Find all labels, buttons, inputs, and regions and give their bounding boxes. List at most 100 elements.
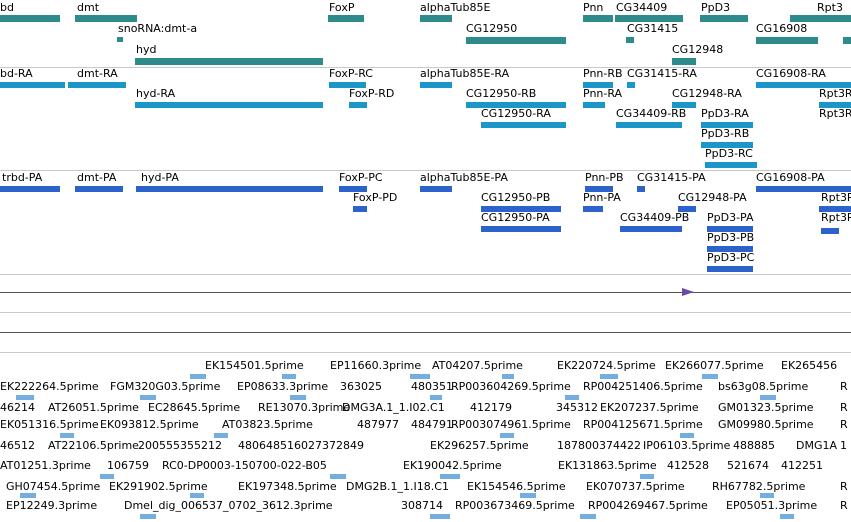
gene-feature[interactable] — [583, 15, 613, 22]
est-feature[interactable] — [290, 395, 306, 400]
transcript-label: FoxP-RD — [349, 87, 395, 100]
transcript-feature[interactable] — [466, 102, 566, 108]
gene-feature[interactable] — [135, 58, 323, 65]
protein-feature[interactable] — [0, 186, 60, 192]
protein-label: CG12950-PB — [481, 191, 551, 204]
protein-label: PpD3-PC — [707, 251, 755, 264]
transcript-feature[interactable] — [420, 82, 452, 88]
gene-label: Rpt3 — [817, 1, 843, 14]
est-feature[interactable] — [502, 374, 514, 379]
est-feature[interactable] — [190, 493, 204, 498]
est-label: EK222264.5prime — [0, 380, 99, 393]
protein-feature[interactable] — [481, 226, 561, 232]
est-feature[interactable] — [16, 395, 34, 400]
protein-feature[interactable] — [481, 206, 561, 212]
gene-feature[interactable] — [328, 15, 364, 22]
est-label: RP004269467.5prime — [588, 499, 708, 512]
est-feature[interactable] — [600, 374, 618, 379]
est-feature[interactable] — [140, 395, 156, 400]
transcript-feature[interactable] — [135, 102, 323, 108]
gene-feature[interactable] — [700, 15, 748, 22]
protein-feature[interactable] — [585, 186, 613, 192]
protein-label: Rpt3P — [821, 211, 851, 224]
transcript-feature[interactable] — [672, 102, 696, 108]
gene-feature[interactable] — [790, 15, 851, 22]
protein-feature[interactable] — [707, 246, 753, 252]
est-feature[interactable] — [20, 493, 36, 498]
est-label: 308714 — [401, 499, 443, 512]
transcript-feature[interactable] — [627, 82, 635, 88]
transcript-feature[interactable] — [481, 122, 566, 128]
est-feature[interactable] — [410, 374, 430, 379]
protein-label: PpD3-PB — [707, 231, 755, 244]
protein-feature[interactable] — [707, 266, 753, 272]
protein-feature[interactable] — [339, 186, 367, 192]
gene-feature[interactable] — [615, 15, 683, 22]
transcript-feature[interactable] — [705, 162, 757, 168]
gene-feature[interactable] — [0, 15, 60, 22]
transcript-label: dmt-RA — [77, 67, 118, 80]
est-label: RP004251406.5prime — [583, 380, 703, 393]
protein-feature[interactable] — [353, 206, 367, 212]
transcript-feature[interactable] — [701, 142, 753, 148]
transcript-feature[interactable] — [349, 102, 367, 108]
est-feature[interactable] — [60, 433, 74, 438]
protein-feature[interactable] — [796, 186, 851, 192]
transcript-feature[interactable] — [790, 82, 851, 88]
protein-label: CG31415-PA — [637, 171, 706, 184]
gene-feature[interactable] — [117, 37, 123, 42]
protein-feature[interactable] — [420, 186, 452, 192]
est-feature[interactable] — [580, 514, 596, 519]
est-feature[interactable] — [282, 374, 296, 379]
est-feature[interactable] — [680, 433, 694, 438]
est-feature[interactable] — [520, 493, 536, 498]
feature-arrow-icon[interactable] — [682, 288, 694, 296]
protein-feature[interactable] — [583, 206, 603, 212]
protein-feature[interactable] — [707, 226, 753, 232]
transcript-feature[interactable] — [68, 82, 126, 88]
est-feature[interactable] — [440, 474, 460, 479]
est-label: DMG2B.1_1.I18.C1 — [346, 480, 449, 493]
protein-feature[interactable] — [620, 226, 682, 232]
est-label: EC28645.5prime — [148, 401, 241, 414]
est-feature[interactable] — [430, 514, 450, 519]
est-feature[interactable] — [760, 395, 776, 400]
protein-feature[interactable] — [756, 186, 818, 192]
est-label: EP05051.3prime — [726, 499, 818, 512]
transcript-label: Rpt3R — [819, 87, 851, 100]
transcript-feature[interactable] — [583, 82, 613, 88]
gene-feature[interactable] — [75, 15, 137, 22]
est-label: EP12249.3prime — [6, 499, 98, 512]
est-feature[interactable] — [780, 514, 794, 519]
gene-feature[interactable] — [420, 15, 452, 22]
protein-feature[interactable] — [136, 186, 323, 192]
est-feature[interactable] — [330, 474, 346, 479]
protein-feature[interactable] — [678, 206, 696, 212]
est-feature[interactable] — [640, 474, 654, 479]
est-feature[interactable] — [100, 474, 114, 479]
transcript-feature[interactable] — [819, 102, 851, 108]
transcript-feature[interactable] — [616, 122, 682, 128]
est-feature[interactable] — [760, 493, 774, 498]
transcript-feature[interactable] — [701, 122, 753, 128]
gene-feature[interactable] — [626, 37, 634, 43]
gene-feature[interactable] — [672, 58, 696, 65]
transcript-feature[interactable] — [329, 82, 366, 88]
protein-feature[interactable] — [75, 186, 123, 192]
gene-feature[interactable] — [466, 37, 566, 44]
protein-feature[interactable] — [821, 228, 839, 234]
est-feature[interactable] — [565, 395, 579, 400]
transcript-feature[interactable] — [0, 82, 65, 88]
est-feature[interactable] — [702, 374, 718, 379]
transcript-feature[interactable] — [583, 102, 605, 108]
gene-feature[interactable] — [756, 37, 818, 44]
transcript-feature[interactable] — [756, 82, 818, 88]
est-feature[interactable] — [430, 395, 442, 400]
protein-feature[interactable] — [637, 186, 645, 192]
protein-feature[interactable] — [819, 206, 851, 212]
est-feature[interactable] — [140, 514, 156, 519]
gene-feature[interactable] — [843, 37, 851, 44]
est-feature[interactable] — [500, 433, 514, 438]
est-feature[interactable] — [190, 374, 206, 379]
est-feature[interactable] — [214, 433, 228, 438]
